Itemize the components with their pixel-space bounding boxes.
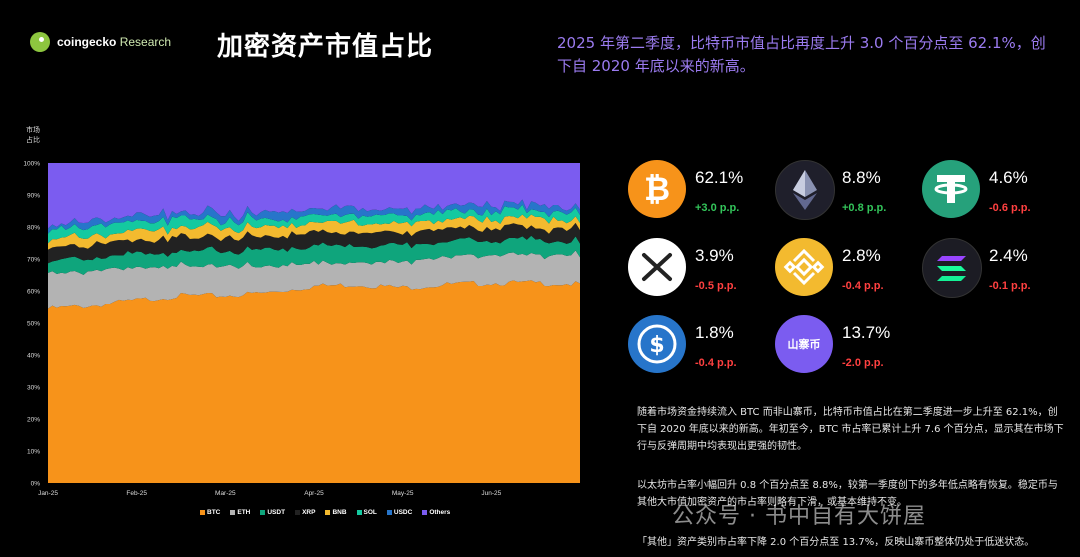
legend-swatch bbox=[422, 510, 428, 515]
coin-tile-xrp: 3.9% -0.5 p.p. bbox=[628, 238, 768, 298]
coin-change: -0.4 p.p. bbox=[695, 357, 737, 369]
x-tick-label: Jan-25 bbox=[38, 490, 58, 497]
page-title: 加密资产市值占比 bbox=[217, 32, 434, 62]
y-axis-label: 市场占比 bbox=[26, 126, 40, 144]
paragraph-btc: 随着市场资金持续流入 BTC 而非山寨币，比特币市值占比在第二季度进一步上升至 … bbox=[637, 407, 1064, 452]
legend-label: XRP bbox=[302, 509, 316, 516]
coin-change: +3.0 p.p. bbox=[695, 202, 740, 214]
legend-label: ETH bbox=[237, 509, 251, 516]
legend-label: Others bbox=[429, 509, 451, 516]
solana-icon bbox=[922, 238, 982, 298]
x-tick-label: Mar-25 bbox=[215, 490, 236, 497]
legend-label: SOL bbox=[363, 509, 377, 516]
market-share-chart: 0% 10% 20% 30% 40% 50% 60% 70% 80% 90% 100% Jan-25 F… bbox=[23, 161, 580, 497]
coin-share: 3.9% bbox=[695, 246, 734, 265]
headline: 2025 年第二季度，比特币市值占比再度上升 3.0 个百分点至 62.1%，创… bbox=[557, 34, 1046, 75]
svg-text:₿: ₿ bbox=[644, 170, 670, 208]
series-area-btc bbox=[48, 280, 580, 483]
coin-change: -0.1 p.p. bbox=[989, 280, 1031, 292]
y-tick-label: 60% bbox=[27, 289, 40, 296]
series-area-sol bbox=[48, 204, 580, 244]
coin-share: 2.4% bbox=[989, 246, 1028, 265]
brand-name: coingecko bbox=[57, 35, 117, 49]
y-tick-label: 90% bbox=[27, 193, 40, 200]
series-area-others bbox=[48, 163, 580, 229]
legend-item-sol: SOL bbox=[356, 509, 377, 516]
x-tick-label: Feb-25 bbox=[126, 490, 147, 497]
usdc-icon: $ bbox=[628, 315, 686, 373]
coin-tile-usdc: $1.8% -0.4 p.p. bbox=[628, 315, 768, 375]
bitcoin-icon: ₿ bbox=[628, 160, 686, 218]
legend-item-eth: ETH bbox=[230, 509, 250, 516]
series-area-bnb bbox=[48, 214, 580, 250]
paragraph-others: 「其他」资产类别市占率下降 2.0 个百分点至 13.7%，反映山寨币整体仍处于… bbox=[637, 537, 1035, 548]
x-tick-label: Jun-25 bbox=[481, 490, 501, 497]
watermark: 公众号 · 书中自有大饼屋 bbox=[672, 504, 926, 529]
legend-swatch bbox=[260, 510, 266, 515]
tether-icon bbox=[922, 160, 980, 218]
legend-item-xrp: XRP bbox=[295, 509, 315, 516]
coin-share: 8.8% bbox=[842, 168, 881, 187]
coin-change: +0.8 p.p. bbox=[842, 202, 887, 214]
legend-swatch bbox=[295, 510, 301, 515]
coin-change: -0.4 p.p. bbox=[842, 280, 884, 292]
coin-change: -2.0 p.p. bbox=[842, 357, 884, 369]
coin-change: -0.6 p.p. bbox=[989, 202, 1031, 214]
coin-change: -0.5 p.p. bbox=[695, 280, 737, 292]
series-area-xrp bbox=[48, 222, 580, 264]
y-tick-label: 80% bbox=[27, 225, 40, 232]
legend-swatch bbox=[200, 510, 205, 515]
coingecko-logo: coingecko Research bbox=[30, 32, 171, 52]
coin-share: 4.6% bbox=[989, 168, 1028, 187]
legend-swatch bbox=[325, 510, 331, 515]
gecko-icon bbox=[30, 32, 50, 52]
y-tick-label: 50% bbox=[27, 321, 40, 328]
legend-label: USDC bbox=[393, 509, 413, 516]
y-tick-label: 100% bbox=[23, 161, 40, 168]
legend-item-usdc: USDC bbox=[386, 509, 413, 516]
legend-item-bnb: BNB bbox=[325, 509, 347, 516]
coin-tile-bnb: 2.8% -0.4 p.p. bbox=[775, 238, 915, 298]
chart-legend: BTC ETH USDT XRP BNB SOL USDC Others bbox=[200, 509, 450, 516]
brand-suffix: Research bbox=[116, 35, 172, 49]
coin-share: 13.7% bbox=[842, 323, 891, 342]
y-tick-label: 20% bbox=[27, 417, 40, 424]
series-area-eth bbox=[48, 250, 580, 309]
coin-share: 2.8% bbox=[842, 246, 881, 265]
y-tick-label: 40% bbox=[27, 353, 40, 360]
coin-share: 62.1% bbox=[695, 168, 744, 187]
y-tick-label: 70% bbox=[27, 257, 40, 264]
legend-item-usdt: USDT bbox=[260, 509, 285, 516]
series-area-usdc bbox=[48, 199, 580, 234]
series-area-usdt bbox=[48, 235, 580, 275]
coin-tile-btc: ₿ 62.1% +3.0 p.p. bbox=[628, 160, 768, 220]
xrp-icon bbox=[628, 238, 686, 296]
x-tick-label: May-25 bbox=[392, 490, 414, 497]
legend-swatch bbox=[230, 510, 236, 515]
coin-tile-sol: 2.4% -0.1 p.p. bbox=[922, 238, 1062, 298]
paragraph-eth: 以太坊市占率小幅回升 0.8 个百分点至 8.8%，较第一季度创下的多年低点略有… bbox=[637, 480, 1058, 508]
legend-label: BNB bbox=[332, 509, 347, 516]
legend-swatch bbox=[386, 510, 392, 515]
legend-item-btc: BTC bbox=[200, 509, 220, 516]
legend-item-others: Others bbox=[422, 509, 450, 516]
bnb-icon bbox=[775, 238, 833, 296]
y-tick-label: 0% bbox=[31, 481, 41, 488]
ethereum-icon bbox=[775, 160, 835, 220]
y-tick-label: 10% bbox=[27, 449, 40, 456]
legend-label: BTC bbox=[207, 509, 221, 516]
coin-tile-usdt: 4.6% -0.6 p.p. bbox=[922, 160, 1062, 220]
y-tick-label: 30% bbox=[27, 385, 40, 392]
legend-swatch bbox=[356, 510, 362, 515]
coin-share: 1.8% bbox=[695, 323, 734, 342]
svg-text:$: $ bbox=[649, 333, 664, 358]
legend-label: USDT bbox=[267, 509, 286, 516]
coin-tiles: ₿ 62.1% +3.0 p.p. 8.8% +0.8 p.p. 4.6% -0.6 p.p… bbox=[628, 160, 1068, 380]
coin-tile-山寨币: 山寨币 13.7% -2.0 p.p. bbox=[775, 315, 915, 375]
altcoin-badge: 山寨币 bbox=[775, 315, 833, 373]
coin-tile-eth: 8.8% +0.8 p.p. bbox=[775, 160, 915, 220]
x-tick-label: Apr-25 bbox=[304, 490, 324, 497]
